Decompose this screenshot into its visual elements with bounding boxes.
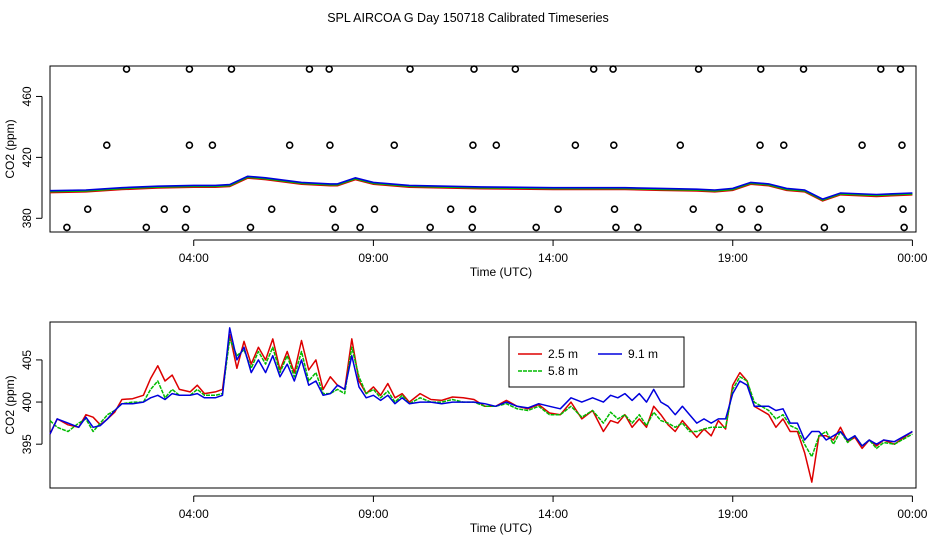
top-x-axis-label: Time (UTC) <box>470 265 532 279</box>
top-x-tick-label: 00:00 <box>897 251 927 265</box>
legend-label-91m: 9.1 m <box>628 347 658 361</box>
bottom-y-tick-label: 400 <box>20 392 34 412</box>
top-x-tick-label: 14:00 <box>538 251 568 265</box>
bottom-series-line-58m <box>49 338 913 458</box>
top-calibration-point <box>390 141 399 149</box>
top-calibration-point <box>83 205 92 213</box>
top-calibration-point <box>900 223 908 232</box>
top-calibration-point <box>589 65 598 73</box>
top-calibration-point <box>715 223 724 232</box>
bottom-y-tick-label: 405 <box>20 350 34 370</box>
top-calibration-point <box>609 65 617 73</box>
top-calibration-point <box>554 205 562 213</box>
top-calibration-point <box>246 223 255 232</box>
top-calibration-point <box>63 223 71 232</box>
top-calibration-point <box>122 65 131 73</box>
top-calibration-point <box>325 65 334 73</box>
top-calibration-point <box>185 141 194 149</box>
top-calibration-point <box>468 205 477 213</box>
top-calibration-point <box>612 223 620 232</box>
top-calibration-point <box>634 223 642 232</box>
top-calibration-point <box>799 65 808 73</box>
top-calibration-point <box>267 205 276 213</box>
top-calibration-point <box>754 223 762 232</box>
top-calibration-point <box>689 205 698 213</box>
top-calibration-point <box>492 141 501 149</box>
top-calibration-point <box>356 223 364 232</box>
bottom-plot-frame <box>49 321 917 489</box>
top-calibration-point <box>571 141 580 149</box>
top-calibration-point <box>182 205 191 213</box>
top-calibration-point <box>370 205 379 213</box>
top-plot-frame <box>49 65 917 233</box>
bottom-y-tick-label: 395 <box>20 434 34 454</box>
top-panel: 04:00 09:00 14:00 19:00 00:00 Time (UTC) 380 42… <box>3 65 928 279</box>
top-calibration-point <box>426 223 434 232</box>
top-x-tick-label: 04:00 <box>179 251 209 265</box>
top-calibration-point <box>470 65 478 73</box>
bottom-x-tick-label: 19:00 <box>718 507 748 521</box>
bottom-x-tick-label: 04:00 <box>179 507 209 521</box>
top-calibration-point <box>610 205 619 213</box>
top-y-tick-label: 380 <box>20 208 34 228</box>
top-series-line-91m <box>49 175 913 200</box>
top-x-tick-label: 09:00 <box>358 251 388 265</box>
top-calibration-point <box>755 205 764 213</box>
top-calibration-point <box>898 141 906 149</box>
top-calibration-point <box>737 205 746 213</box>
top-x-tick-label: 19:00 <box>718 251 748 265</box>
top-calibration-point <box>227 65 236 73</box>
bottom-series-line-91m <box>49 327 913 447</box>
top-calibration-point <box>102 141 111 149</box>
top-y-axis-label: CO2 (ppm) <box>3 119 17 178</box>
top-calibration-point <box>609 141 618 149</box>
top-calibration-point <box>185 65 194 73</box>
bottom-panel: 04:00 09:00 14:00 19:00 00:00 Time (UTC) 395 40… <box>3 321 928 535</box>
legend-label-58m: 5.8 m <box>548 364 578 378</box>
top-calibration-point <box>468 223 477 232</box>
top-calibration-point <box>406 65 414 73</box>
top-calibration-point <box>446 205 455 213</box>
top-y-tick-label: 460 <box>20 86 34 106</box>
top-calibration-point <box>820 223 829 232</box>
top-calibration-point <box>896 65 905 73</box>
top-calibration-point <box>837 205 846 213</box>
legend-label-25m: 2.5 m <box>548 347 578 361</box>
bottom-legend: 2.5 m 5.8 m 9.1 m <box>508 336 685 388</box>
top-calibration-point <box>469 141 477 149</box>
top-calibration-point <box>876 65 885 73</box>
top-y-tick-label: 420 <box>20 147 34 167</box>
top-calibration-point <box>305 65 314 73</box>
top-calibration-point <box>779 141 788 149</box>
top-calibration-point <box>756 65 765 73</box>
top-calibration-point <box>285 141 294 149</box>
top-series-line-25m <box>49 177 913 202</box>
top-calibration-point <box>858 141 866 149</box>
top-calibration-point <box>181 223 190 232</box>
bottom-y-axis-label: CO2 (ppm) <box>3 375 17 434</box>
top-calibration-point <box>328 205 337 213</box>
top-calibration-point <box>676 141 685 149</box>
top-calibration-point <box>694 65 703 73</box>
top-calibration-point <box>511 65 520 73</box>
bottom-x-tick-label: 09:00 <box>358 507 388 521</box>
top-calibration-point <box>208 141 217 149</box>
top-calibration-point <box>326 141 334 149</box>
top-calibration-point <box>756 141 764 149</box>
top-calibration-point <box>331 223 340 232</box>
bottom-series-line-25m <box>49 333 913 483</box>
legend-box <box>508 336 685 388</box>
bottom-x-tick-label: 14:00 <box>538 507 568 521</box>
bottom-x-tick-label: 00:00 <box>897 507 927 521</box>
top-calibration-point <box>899 205 907 213</box>
top-calibration-point <box>160 205 169 213</box>
bottom-x-axis-label: Time (UTC) <box>470 521 532 535</box>
chart-title: SPL AIRCOA G Day 150718 Calibrated Times… <box>327 11 609 25</box>
top-series-line-58m <box>49 176 913 201</box>
top-calibration-point <box>142 223 151 232</box>
top-calibration-point <box>532 223 540 232</box>
